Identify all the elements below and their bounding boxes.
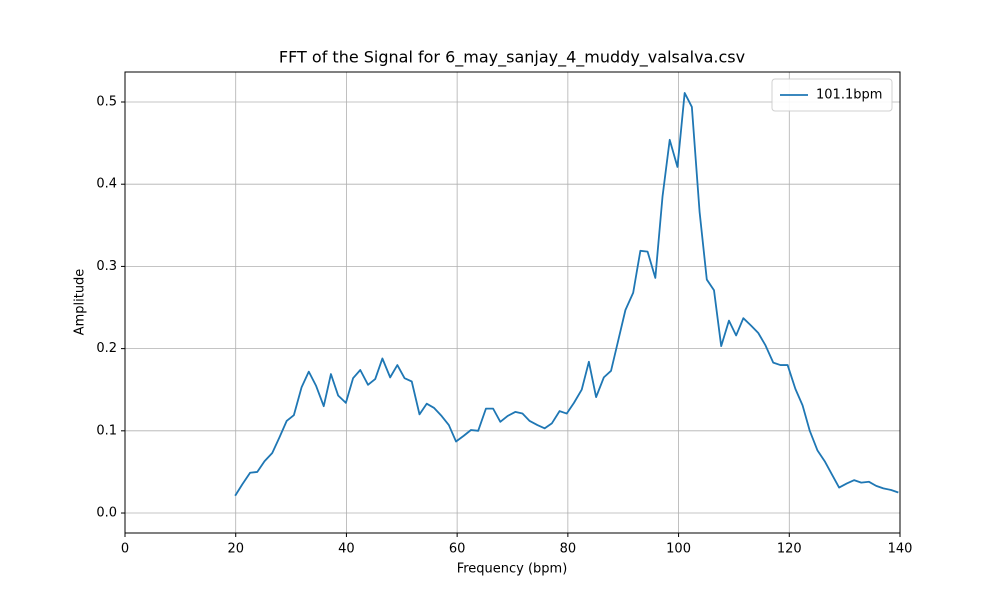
y-tick-label: 0.4 xyxy=(96,177,117,192)
y-axis-label: Amplitude xyxy=(73,269,88,336)
x-tick-label: 120 xyxy=(777,542,802,557)
y-tick-label: 0.0 xyxy=(96,506,117,521)
y-tick-label: 0.5 xyxy=(96,95,117,110)
plot-area xyxy=(234,92,899,497)
x-tick-label: 100 xyxy=(666,542,691,557)
x-tick-label: 40 xyxy=(338,542,355,557)
y-tick-label: 0.3 xyxy=(96,259,117,274)
y-tick-label: 0.1 xyxy=(96,423,117,438)
x-tick-label: 140 xyxy=(888,542,913,557)
ticks: 0 20 40 60 80 100 120 140 0.0 0.1 0.2 0.3 0.4 0.5 xyxy=(96,95,912,557)
legend-box xyxy=(771,78,893,112)
data-line xyxy=(234,92,899,497)
x-axis-label: Frequency (bpm) xyxy=(457,562,568,577)
legend-label: 101.1bpm xyxy=(816,88,882,103)
legend: 101.1bpm xyxy=(771,78,893,112)
x-tick-label: 60 xyxy=(449,542,466,557)
x-tick-label: 0 xyxy=(121,542,129,557)
chart-title: FFT of the Signal for 6_may_sanjay_4_mud… xyxy=(279,48,745,68)
x-tick-label: 80 xyxy=(560,542,577,557)
y-tick-label: 0.2 xyxy=(96,341,117,356)
axes-frame xyxy=(124,71,901,534)
x-tick-label: 20 xyxy=(227,542,244,557)
